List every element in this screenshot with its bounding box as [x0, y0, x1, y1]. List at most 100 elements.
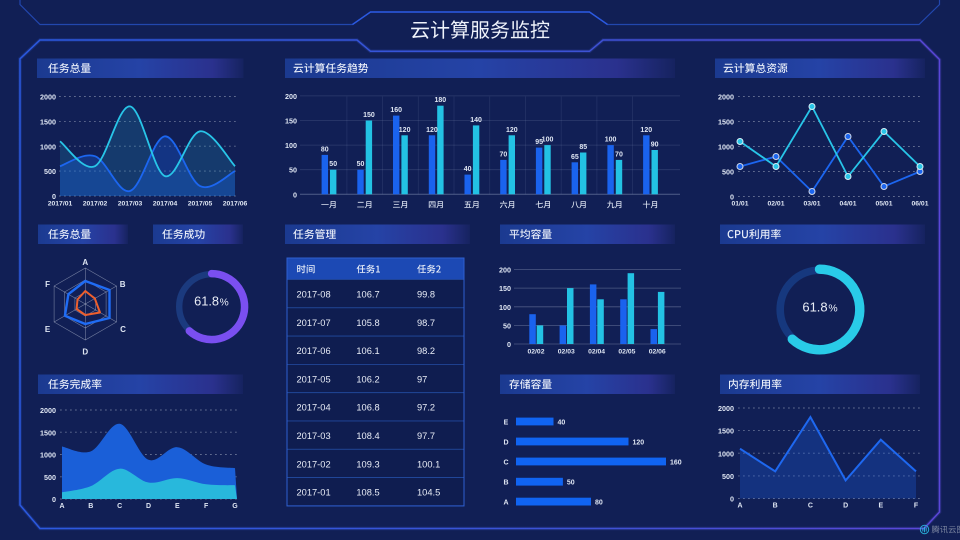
svg-text:B: B	[773, 503, 778, 510]
svg-text:2017-03: 2017-03	[297, 431, 331, 441]
svg-text:2017/06: 2017/06	[223, 201, 248, 208]
svg-text:65: 65	[571, 154, 579, 161]
svg-text:0: 0	[293, 190, 297, 199]
svg-text:02/04: 02/04	[588, 349, 605, 356]
svg-text:150: 150	[499, 284, 511, 293]
svg-text:2000: 2000	[40, 406, 56, 415]
svg-text:E: E	[504, 419, 509, 426]
svg-text:0: 0	[730, 193, 734, 202]
svg-text:02/06: 02/06	[649, 349, 666, 356]
svg-text:97: 97	[417, 374, 427, 384]
svg-text:98.7: 98.7	[417, 318, 435, 328]
svg-text:E: E	[878, 503, 883, 510]
svg-text:200: 200	[499, 266, 511, 275]
svg-text:D: D	[82, 348, 88, 357]
svg-text:A: A	[82, 258, 88, 267]
svg-text:61.8: 61.8	[194, 294, 219, 309]
svg-text:106.1: 106.1	[356, 346, 379, 356]
svg-text:2017/02: 2017/02	[83, 201, 108, 208]
svg-text:104.5: 104.5	[417, 488, 440, 498]
svg-text:40: 40	[558, 419, 566, 426]
svg-text:120: 120	[640, 127, 652, 134]
svg-text:02/03: 02/03	[558, 349, 575, 356]
svg-text:95: 95	[535, 139, 543, 146]
svg-text:1500: 1500	[40, 117, 56, 126]
svg-text:80: 80	[595, 499, 603, 506]
svg-text:05/01: 05/01	[875, 201, 892, 208]
svg-text:70: 70	[615, 151, 623, 158]
svg-text:2017-05: 2017-05	[297, 374, 331, 384]
svg-text:02/05: 02/05	[618, 349, 635, 356]
svg-text:C: C	[117, 503, 122, 510]
svg-text:200: 200	[285, 92, 297, 101]
svg-text:01/01: 01/01	[731, 201, 748, 208]
svg-text:0: 0	[730, 495, 734, 504]
svg-text:100: 100	[605, 137, 617, 144]
svg-text:F: F	[914, 503, 919, 510]
svg-text:150: 150	[285, 117, 297, 126]
svg-text:A: A	[59, 503, 64, 510]
svg-text:106.7: 106.7	[356, 289, 379, 299]
svg-text:0: 0	[52, 495, 56, 504]
svg-text:04/01: 04/01	[839, 201, 856, 208]
svg-text:%: %	[828, 304, 837, 315]
svg-text:140: 140	[470, 117, 482, 124]
svg-text:120: 120	[633, 439, 645, 446]
svg-text:C: C	[503, 459, 508, 466]
svg-text:500: 500	[722, 472, 734, 481]
svg-text:1000: 1000	[718, 449, 734, 458]
svg-text:1500: 1500	[718, 118, 734, 127]
svg-text:B: B	[88, 503, 93, 510]
svg-text:106.8: 106.8	[356, 403, 379, 413]
svg-text:99.8: 99.8	[417, 289, 435, 299]
svg-text:50: 50	[357, 161, 365, 168]
svg-text:C: C	[120, 325, 126, 334]
svg-text:105.8: 105.8	[356, 318, 379, 328]
svg-text:2017/01: 2017/01	[48, 201, 73, 208]
svg-text:120: 120	[426, 127, 438, 134]
svg-text:2017/04: 2017/04	[153, 201, 178, 208]
svg-text:500: 500	[44, 167, 56, 176]
svg-text:98.2: 98.2	[417, 346, 435, 356]
svg-text:02/01: 02/01	[767, 201, 784, 208]
svg-text:0: 0	[507, 340, 511, 349]
svg-text:109.3: 109.3	[356, 459, 379, 469]
svg-text:2000: 2000	[718, 404, 734, 413]
svg-text:50: 50	[329, 161, 337, 168]
svg-text:106.2: 106.2	[356, 374, 379, 384]
svg-text:2017/05: 2017/05	[188, 201, 213, 208]
svg-text:500: 500	[44, 473, 56, 482]
svg-text:90: 90	[651, 142, 659, 149]
svg-text:B: B	[503, 480, 508, 487]
svg-text:D: D	[503, 439, 508, 446]
svg-text:E: E	[45, 325, 51, 334]
svg-text:2017-02: 2017-02	[297, 459, 331, 469]
svg-text:97.2: 97.2	[417, 403, 435, 413]
svg-text:02/02: 02/02	[527, 349, 544, 356]
svg-text:61.8: 61.8	[802, 300, 827, 315]
svg-text:50: 50	[503, 321, 511, 330]
svg-text:2017/03: 2017/03	[118, 201, 143, 208]
svg-text:C: C	[808, 503, 813, 510]
svg-text:2000: 2000	[40, 93, 56, 102]
svg-text:1000: 1000	[40, 142, 56, 151]
svg-text:E: E	[175, 503, 180, 510]
svg-text:180: 180	[435, 97, 447, 104]
svg-text:160: 160	[670, 459, 682, 466]
svg-text:G: G	[232, 503, 238, 510]
svg-text:70: 70	[500, 151, 508, 158]
svg-text:108.5: 108.5	[356, 488, 379, 498]
svg-text:D: D	[146, 503, 151, 510]
svg-text:D: D	[843, 503, 848, 510]
svg-text:150: 150	[363, 112, 375, 119]
svg-text:F: F	[45, 280, 50, 289]
svg-text:108.4: 108.4	[356, 431, 379, 441]
svg-text:B: B	[120, 280, 126, 289]
svg-text:50: 50	[289, 166, 297, 175]
svg-text:500: 500	[722, 168, 734, 177]
svg-text:100: 100	[285, 141, 297, 150]
svg-text:1500: 1500	[40, 428, 56, 437]
svg-text:1000: 1000	[40, 451, 56, 460]
svg-text:2017-04: 2017-04	[297, 403, 331, 413]
svg-text:100: 100	[542, 137, 554, 144]
